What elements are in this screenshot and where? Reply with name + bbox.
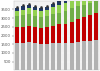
Bar — [70, 22, 74, 43]
Bar — [27, 8, 31, 14]
Bar — [51, 14, 55, 26]
Bar — [15, 16, 19, 27]
Bar — [64, 3, 68, 11]
Bar — [64, 11, 68, 24]
Bar — [45, 16, 49, 27]
Bar — [39, 11, 43, 17]
Bar — [94, 13, 98, 40]
Bar — [64, 24, 68, 43]
Bar — [82, 0, 86, 5]
Bar — [64, 43, 68, 70]
Bar — [51, 43, 55, 70]
Bar — [15, 8, 19, 11]
Bar — [27, 42, 31, 70]
Bar — [64, 0, 68, 3]
Bar — [15, 11, 19, 16]
Bar — [51, 4, 55, 7]
Bar — [33, 27, 37, 43]
Bar — [39, 17, 43, 27]
Bar — [82, 41, 86, 70]
Bar — [33, 10, 37, 16]
Bar — [94, 0, 98, 1]
Bar — [51, 26, 55, 43]
Bar — [70, 0, 74, 8]
Bar — [27, 14, 31, 26]
Bar — [33, 43, 37, 70]
Bar — [88, 15, 92, 41]
Bar — [33, 7, 37, 10]
Bar — [21, 15, 25, 27]
Bar — [33, 16, 37, 27]
Bar — [57, 43, 61, 70]
Bar — [21, 6, 25, 10]
Bar — [82, 5, 86, 17]
Bar — [88, 3, 92, 15]
Bar — [57, 5, 61, 13]
Bar — [88, 41, 92, 70]
Bar — [27, 26, 31, 42]
Bar — [45, 44, 49, 70]
Bar — [45, 10, 49, 16]
Bar — [76, 6, 80, 19]
Bar — [57, 24, 61, 43]
Bar — [15, 27, 19, 43]
Bar — [15, 43, 19, 70]
Bar — [70, 8, 74, 22]
Bar — [45, 27, 49, 44]
Bar — [21, 43, 25, 70]
Bar — [70, 43, 74, 70]
Bar — [76, 19, 80, 42]
Bar — [39, 27, 43, 44]
Bar — [39, 44, 43, 70]
Bar — [88, 0, 92, 3]
Bar — [39, 8, 43, 11]
Bar — [27, 5, 31, 8]
Bar — [94, 40, 98, 70]
Bar — [76, 0, 80, 6]
Bar — [76, 42, 80, 70]
Bar — [94, 1, 98, 13]
Bar — [51, 7, 55, 14]
Bar — [21, 27, 25, 43]
Bar — [21, 10, 25, 15]
Bar — [57, 13, 61, 24]
Bar — [57, 1, 61, 5]
Bar — [45, 7, 49, 10]
Bar — [82, 17, 86, 41]
